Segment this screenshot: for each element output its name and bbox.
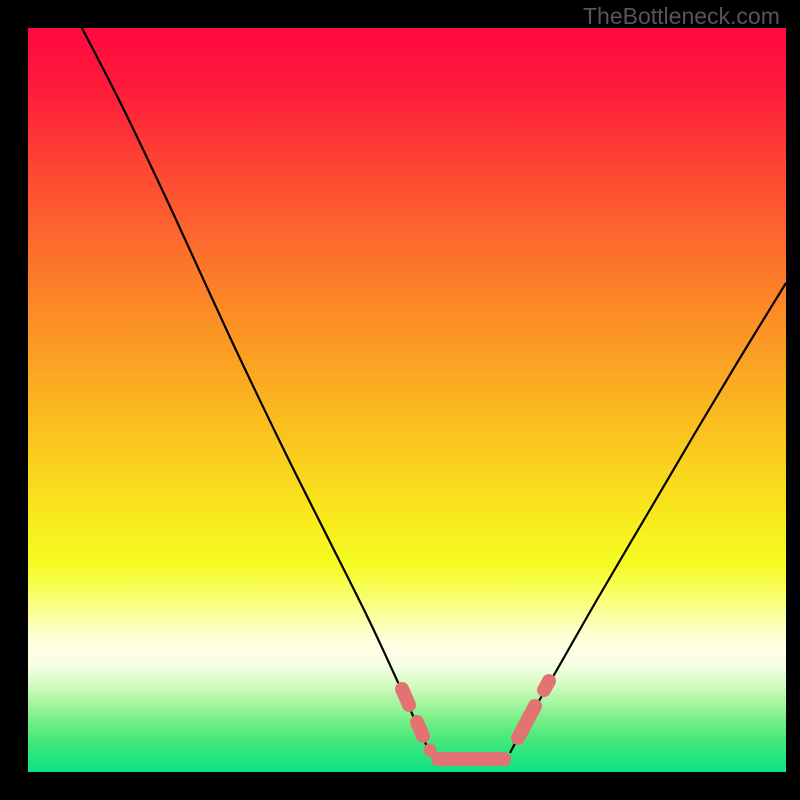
watermark-text: TheBottleneck.com <box>583 3 780 30</box>
bottleneck-chart-svg <box>28 28 786 772</box>
gradient-background <box>28 28 786 772</box>
plot-area <box>28 28 786 772</box>
marker-pill <box>417 722 423 736</box>
marker-pill <box>402 689 409 705</box>
marker-pill <box>544 681 549 690</box>
chart-frame: TheBottleneck.com <box>0 0 800 800</box>
